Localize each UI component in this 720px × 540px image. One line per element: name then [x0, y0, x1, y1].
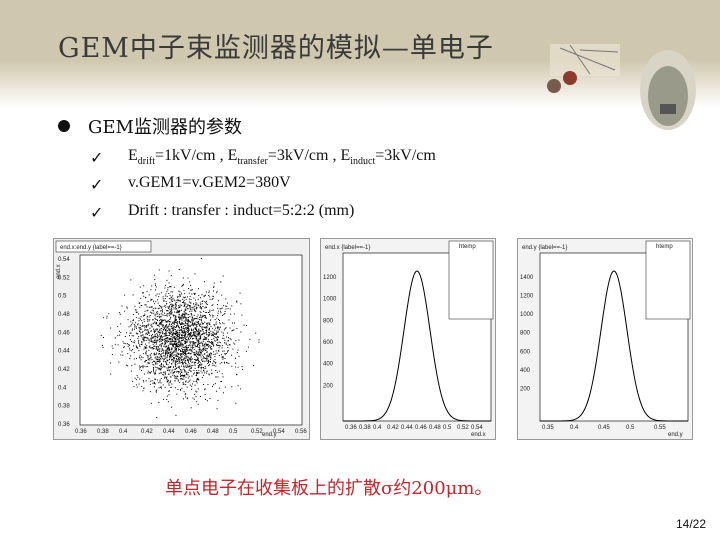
hist1-stats-box — [448, 240, 494, 320]
hist1-stats-title: htemp — [459, 244, 476, 250]
hist-ytick: 1400 — [520, 275, 534, 281]
line-text: =3kV/cm — [375, 147, 436, 164]
hist2-gauss-curve — [540, 270, 688, 422]
scatter-ytick: 0.48 — [58, 312, 70, 318]
field-values-line: Edrift=1kV/cm , Etransfer=3kV/cm , Eindu… — [128, 147, 436, 167]
gap-ratio-line: Drift : transfer : induct=5:2:2 (mm) — [128, 202, 355, 219]
scatter-ytick: 0.42 — [58, 367, 70, 373]
voltage-line: v.GEM1=v.GEM2=380V — [128, 174, 291, 191]
line-text: E — [128, 147, 138, 164]
caption: 单点电子在收集板上的扩散σ约200μm。 — [165, 478, 493, 499]
hist-xtick: 0.46 — [415, 425, 427, 431]
hist1-gauss-curve — [343, 270, 491, 422]
scatter-plot: end.x:end.y {label==-1} 0.54 0.52 0.5 0.48 0… — [54, 239, 309, 439]
hist2-title: end.y {label==-1} — [522, 245, 567, 251]
hist-xtick: 0.35 — [542, 425, 554, 431]
hist1-title: end.x {label==-1} — [325, 245, 370, 251]
hist2-xlabel: end.y — [668, 432, 683, 438]
line-text: =3kV/cm , E — [267, 147, 351, 164]
scatter-xtick: 0.4 — [119, 429, 128, 435]
scatter-ytick: 0.4 — [58, 385, 67, 391]
hist-ytick: 800 — [520, 331, 531, 337]
scatter-xtick: 0.56 — [295, 429, 307, 435]
histogram-x: end.x {label==-1} htemp 1200 1000 800 600 40… — [321, 239, 495, 439]
hist-xtick: 0.44 — [401, 425, 413, 431]
scatter-xtick: 0.44 — [163, 429, 175, 435]
hist-xtick: 0.54 — [471, 425, 483, 431]
hist-ytick: 1200 — [520, 294, 534, 300]
line-text: =1kV/cm , E — [155, 147, 238, 164]
subscript: induct — [350, 156, 376, 168]
histogram-x-panel: end.x {label==-1} htemp 1200 1000 800 600 40… — [320, 238, 496, 440]
hist-ytick: 1000 — [520, 312, 534, 318]
scatter-ytick: 0.38 — [58, 404, 70, 410]
hist2-stats-box — [645, 240, 691, 320]
hist-ytick: 1000 — [323, 297, 337, 303]
hist-xtick: 0.42 — [387, 425, 399, 431]
histogram-y-panel: end.y {label==-1} htemp 1400 1200 1000 800 6… — [517, 238, 693, 440]
hist1-xlabel: end.x — [471, 432, 486, 438]
hist-ytick: 600 — [520, 349, 531, 355]
bullet-heading: GEM监测器的参数 — [88, 117, 242, 138]
hist-xtick: 0.48 — [429, 425, 441, 431]
check-bullet-2: ✓ — [90, 175, 104, 194]
hist-xtick: 0.4 — [570, 425, 579, 431]
check-bullet-3: ✓ — [90, 203, 104, 222]
scatter-ylabel: end.x — [56, 264, 62, 279]
scatter-ytick: 0.5 — [58, 294, 67, 300]
hist-xtick: 0.36 — [345, 425, 357, 431]
scatter-ytick: 0.46 — [58, 330, 70, 336]
scatter-ytick: 0.52 — [58, 275, 70, 281]
scatter-xtick: 0.54 — [273, 429, 285, 435]
slide-title: GEM中子束监测器的模拟—单电子 — [58, 33, 494, 64]
scatter-xtick: 0.42 — [141, 429, 153, 435]
hist-xtick: 0.38 — [359, 425, 371, 431]
hist-xtick: 0.5 — [626, 425, 635, 431]
scatter-plot-panel: end.x:end.y {label==-1} 0.54 0.52 0.5 0.48 0… — [53, 238, 310, 440]
bullet-dot — [58, 120, 70, 132]
scatter-title: end.x:end.y {label==-1} — [60, 245, 122, 251]
subscript: transfer — [237, 156, 268, 168]
scatter-xtick: 0.36 — [75, 429, 87, 435]
hist-xtick: 0.45 — [598, 425, 610, 431]
hist-xtick: 0.5 — [443, 425, 452, 431]
hist-ytick: 800 — [323, 318, 334, 324]
scatter-xtick: 0.48 — [207, 429, 219, 435]
scatter-ytick: 0.44 — [58, 349, 70, 355]
scatter-xtick: 0.52 — [251, 429, 263, 435]
scatter-ytick: 0.54 — [58, 257, 70, 263]
hist-ytick: 200 — [323, 383, 334, 389]
scatter-xtick: 0.38 — [97, 429, 109, 435]
hist-ytick: 400 — [323, 362, 334, 368]
scatter-ytick: 0.36 — [58, 422, 70, 428]
hist-ytick: 400 — [520, 368, 531, 374]
scatter-xtick: 0.46 — [185, 429, 197, 435]
hist-ytick: 200 — [520, 386, 531, 392]
page-number: 14/22 — [676, 517, 707, 531]
check-bullet-1: ✓ — [90, 148, 104, 167]
hist-xtick: 0.52 — [457, 425, 469, 431]
scatter-points — [100, 257, 260, 419]
hist-xtick: 0.4 — [373, 425, 382, 431]
histogram-y: end.y {label==-1} htemp 1400 1200 1000 800 6… — [518, 239, 692, 439]
hist2-stats-title: htemp — [656, 244, 673, 250]
hist-ytick: 600 — [323, 340, 334, 346]
scatter-xtick: 0.5 — [229, 429, 238, 435]
hist-xtick: 0.55 — [654, 425, 666, 431]
subscript: drift — [137, 156, 155, 168]
hist-ytick: 1200 — [323, 275, 337, 281]
scatter-xlabel: end.y — [262, 432, 277, 438]
decorative-image-collage — [547, 44, 696, 130]
